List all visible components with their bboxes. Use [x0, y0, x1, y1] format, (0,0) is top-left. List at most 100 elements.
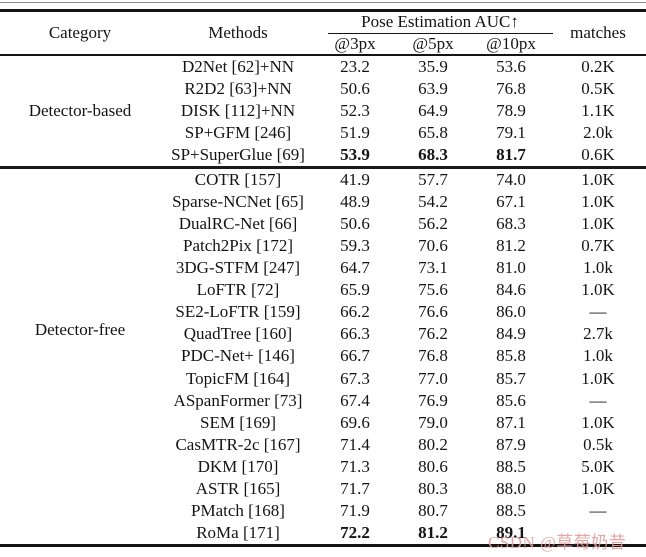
table-row: ASTR [165] 71.7 80.3 88.0 1.0K: [0, 478, 646, 500]
method-cell: Sparse-NCNet [65]: [172, 191, 304, 211]
method-cell: D2Net [62]+NN: [181, 57, 295, 77]
auc5-cell: 79.0: [418, 412, 448, 432]
auc10-cell: 84.9: [496, 324, 526, 344]
auc10-cell: 67.1: [496, 191, 526, 211]
matches-cell: 1.0k: [583, 258, 613, 278]
section-divider-rule: [0, 166, 646, 169]
auc3-cell: 23.2: [340, 57, 370, 77]
watermark: CSDN @草莓奶昔: [488, 533, 627, 552]
auc10-cell: 84.6: [496, 280, 526, 300]
bottom-rule: [0, 544, 646, 547]
column-header-category: Category: [48, 23, 112, 42]
table-row: Sparse-NCNet [65] 48.9 54.2 67.1 1.0K: [0, 191, 646, 213]
auc3-cell: 53.9: [340, 145, 370, 165]
auc3-cell: 52.3: [340, 101, 370, 121]
auc10-cell: 74.0: [496, 169, 526, 189]
auc5-cell: 81.2: [418, 523, 448, 543]
table-row: CasMTR-2c [167] 71.4 80.2 87.9 0.5k: [0, 434, 646, 456]
column-header-auc-group: Pose Estimation AUC↑: [361, 12, 519, 31]
column-header-auc-5px: @5px: [412, 34, 454, 53]
matches-cell: 1.0K: [581, 191, 615, 211]
auc10-cell: 81.0: [496, 258, 526, 278]
auc10-cell: 81.2: [496, 235, 526, 255]
table-row: R2D2 [63]+NN 50.6 63.9 76.8 0.5K: [0, 78, 646, 100]
auc10-cell: 68.3: [496, 213, 526, 233]
method-cell: PMatch [168]: [191, 501, 285, 521]
method-cell: DISK [112]+NN: [180, 101, 296, 121]
auc3-cell: 64.7: [340, 258, 370, 278]
method-cell: 3DG-STFM [247]: [175, 258, 301, 278]
auc3-cell: 71.4: [340, 434, 370, 454]
method-cell: QuadTree [160]: [183, 324, 293, 344]
table-row: Patch2Pix [172] 59.3 70.6 81.2 0.7K: [0, 235, 646, 257]
auc3-cell: 48.9: [340, 191, 370, 211]
auc10-cell: 78.9: [496, 101, 526, 121]
auc5-cell: 56.2: [418, 213, 448, 233]
method-cell: DKM [170]: [197, 456, 279, 476]
auc10-cell: 76.8: [496, 79, 526, 99]
method-cell: SP+GFM [246]: [184, 123, 292, 143]
table-row: TopicFM [164] 67.3 77.0 85.7 1.0K: [0, 368, 646, 390]
auc10-cell: 88.5: [496, 501, 526, 521]
method-cell: PDC-Net+ [146]: [181, 346, 295, 366]
auc10-cell: 53.6: [496, 57, 526, 77]
method-cell: LoFTR [72]: [196, 280, 280, 300]
auc5-cell: 35.9: [418, 57, 448, 77]
auc10-cell: 85.6: [496, 390, 526, 410]
table-row: QuadTree [160] 66.3 76.2 84.9 2.7k: [0, 323, 646, 345]
auc3-cell: 71.9: [340, 501, 370, 521]
column-header-auc-10px: @10px: [486, 34, 536, 53]
matches-cell: 1.0k: [583, 346, 613, 366]
matches-cell: 1.0K: [581, 280, 615, 300]
method-cell: R2D2 [63]+NN: [184, 79, 292, 99]
auc10-cell: 88.0: [496, 479, 526, 499]
table-row: PDC-Net+ [146] 66.7 76.8 85.8 1.0k: [0, 345, 646, 367]
method-cell: RoMa [171]: [196, 523, 280, 543]
auc3-cell: 71.3: [340, 456, 370, 476]
auc3-cell: 66.2: [340, 302, 370, 322]
auc5-cell: 76.6: [418, 302, 448, 322]
auc3-cell: 50.6: [340, 79, 370, 99]
matches-cell: —: [589, 302, 607, 322]
auc5-cell: 76.9: [418, 390, 448, 410]
auc10-cell: 85.7: [496, 368, 526, 388]
table-body: D2Net [62]+NN 23.2 35.9 53.6 0.2K R2D2 […: [0, 56, 646, 544]
auc5-cell: 63.9: [418, 79, 448, 99]
auc10-cell: 85.8: [496, 346, 526, 366]
auc3-cell: 59.3: [340, 235, 370, 255]
method-cell: CasMTR-2c [167]: [175, 434, 301, 454]
auc5-cell: 54.2: [418, 191, 448, 211]
table-row: DKM [170] 71.3 80.6 88.5 5.0K: [0, 456, 646, 478]
auc3-cell: 50.6: [340, 213, 370, 233]
auc3-cell: 72.2: [340, 523, 370, 543]
auc10-cell: 88.5: [496, 456, 526, 476]
table-row: COTR [157] 41.9 57.7 74.0 1.0K: [0, 169, 646, 191]
table-row: RoMa [171] 72.2 81.2 89.1: [0, 522, 646, 544]
auc3-cell: 66.3: [340, 324, 370, 344]
matches-cell: 0.2K: [581, 57, 615, 77]
column-header-auc-3px: @3px: [334, 34, 376, 53]
table-row: ASpanFormer [73] 67.4 76.9 85.6 —: [0, 390, 646, 412]
auc3-cell: 69.6: [340, 412, 370, 432]
method-cell: TopicFM [164]: [185, 368, 291, 388]
auc10-cell: 87.1: [496, 412, 526, 432]
table-row: PMatch [168] 71.9 80.7 88.5 —: [0, 500, 646, 522]
matches-cell: 0.6K: [581, 145, 615, 165]
auc5-cell: 76.8: [418, 346, 448, 366]
auc5-cell: 70.6: [418, 235, 448, 255]
matches-cell: 0.7K: [581, 235, 615, 255]
auc10-cell: 86.0: [496, 302, 526, 322]
auc3-cell: 66.7: [340, 346, 370, 366]
auc3-cell: 67.3: [340, 368, 370, 388]
matches-cell: —: [589, 390, 607, 410]
matches-cell: 2.7k: [583, 324, 613, 344]
top-rule-thin: [0, 2, 646, 3]
matches-cell: 1.0K: [581, 368, 615, 388]
auc3-cell: 71.7: [340, 479, 370, 499]
matches-cell: 0.5k: [583, 434, 613, 454]
category-label-detector-based: Detector-based: [28, 101, 132, 120]
category-label-detector-free: Detector-free: [34, 320, 126, 339]
auc5-cell: 80.2: [418, 434, 448, 454]
auc3-cell: 51.9: [340, 123, 370, 143]
